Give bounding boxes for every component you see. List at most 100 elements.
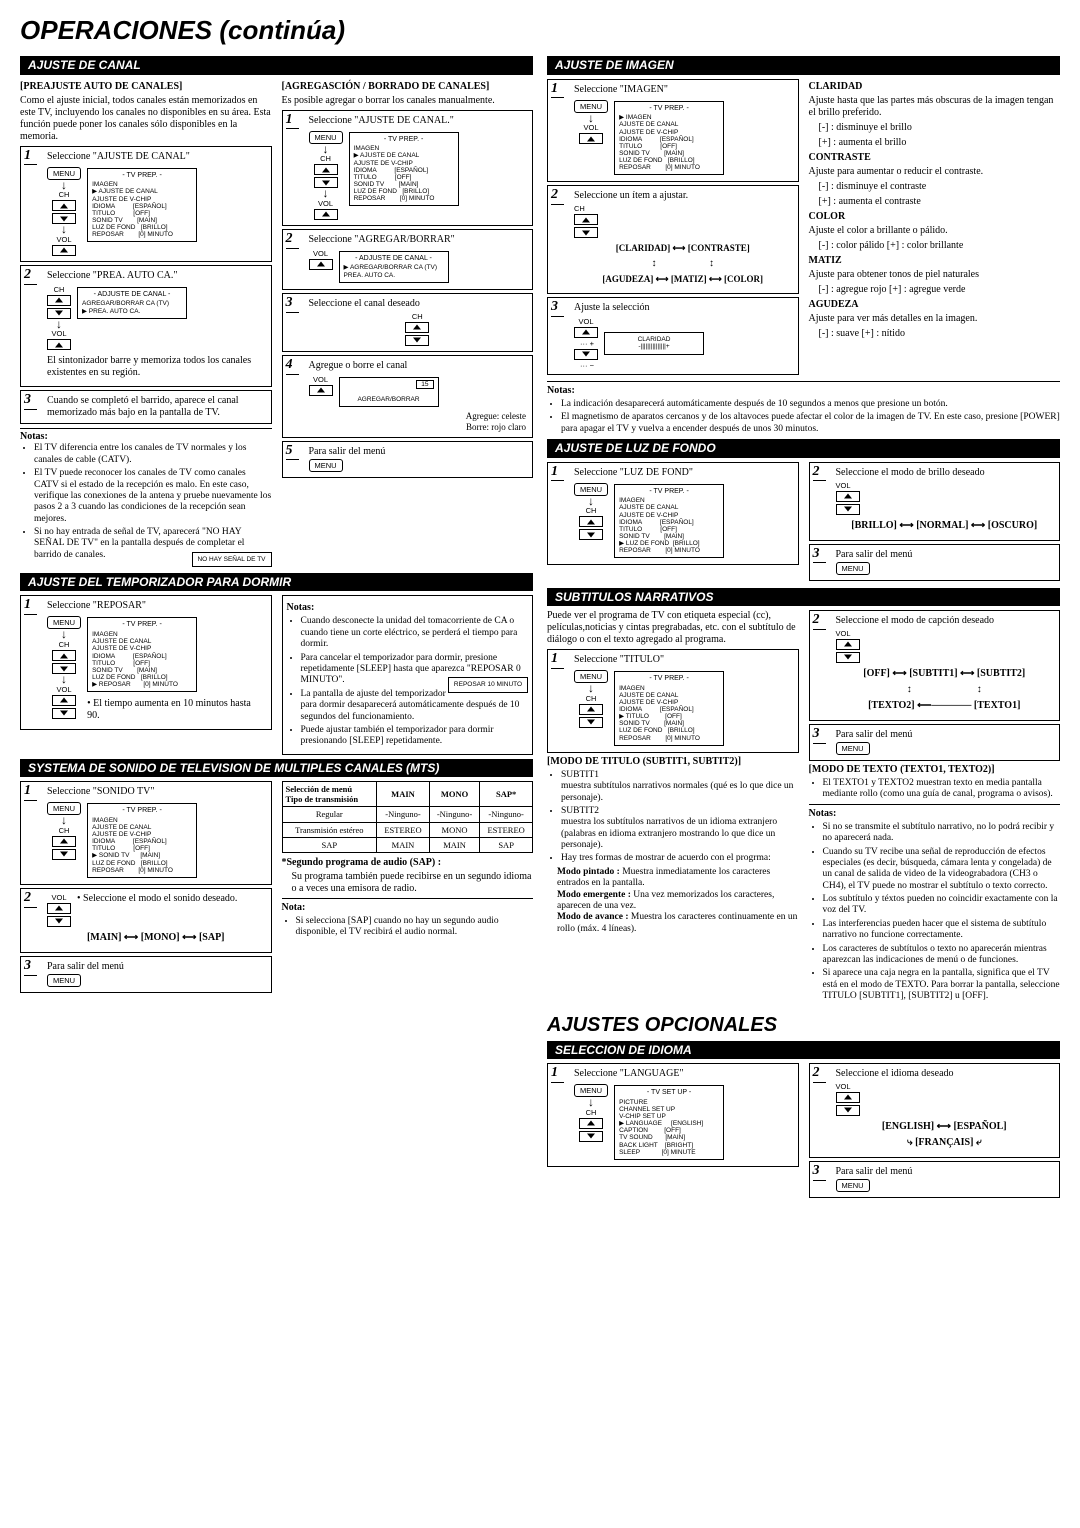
- contraste-h: CONTRASTE: [809, 152, 1061, 164]
- vu-i[interactable]: [579, 133, 603, 144]
- ch-l5: CH: [412, 312, 423, 321]
- sn5: Si aparece una caja negra en la pantalla…: [823, 968, 1061, 1002]
- contraste-t: Ajuste para aumentar o reducir el contra…: [809, 166, 1061, 178]
- img-line1: [CLARIDAD] ⟷ [CONTRASTE]: [574, 243, 792, 254]
- vd-i2[interactable]: [574, 349, 598, 360]
- modo-tit-h: [MODO DE TITULO (SUBTIT1, SUBTIT2)]: [547, 756, 799, 768]
- menu-m-exit[interactable]: MENU: [47, 974, 81, 987]
- bar-imagen: AJUSTE DE IMAGEN: [547, 56, 1060, 74]
- mts-step3: Para salir del menú: [47, 961, 265, 973]
- claridad-bar: CLARIDAD -|||||||||||||||+: [604, 332, 704, 354]
- canal-step2: Seleccione "PREA. AUTO CA.": [47, 270, 265, 282]
- me: Modo emergente :: [557, 890, 631, 900]
- subt-notas-h: Notas:: [809, 808, 1061, 820]
- osd-lang: - TV SET UP - PICTURE CHANNEL SET UP V-C…: [614, 1085, 724, 1160]
- modo-txt-h: [MODO DE TEXTO (TEXTO1, TEXTO2)]: [809, 764, 1061, 776]
- sap-text: Su programa también puede recibirse en u…: [292, 871, 534, 895]
- chd-l[interactable]: [579, 529, 603, 540]
- vol-i2: VOL: [578, 317, 593, 326]
- mts-nota-h: Nota:: [282, 902, 534, 914]
- s1h: SUBTIT1: [561, 770, 599, 780]
- menu-l-exit[interactable]: MENU: [836, 562, 870, 575]
- mts-r3: SAP: [282, 837, 377, 852]
- mts-r2: Transmisión estéreo: [282, 822, 377, 837]
- vu-d[interactable]: [52, 695, 76, 706]
- bar-luz: AJUSTE DE LUZ DE FONDO: [547, 439, 1060, 457]
- ch-down[interactable]: [52, 213, 76, 224]
- s1t: muestra subtítulos narrativos normales (…: [561, 781, 793, 802]
- mts-step1: Seleccione "SONIDO TV": [47, 786, 265, 798]
- chu5[interactable]: [405, 322, 429, 333]
- vu-l[interactable]: [836, 491, 860, 502]
- chu-o[interactable]: [579, 1118, 603, 1129]
- menu-s-exit[interactable]: MENU: [836, 742, 870, 755]
- a-step1: Seleccione "AJUSTE DE CANAL.": [309, 115, 527, 127]
- subt-step3: Para salir del menú: [836, 729, 1054, 741]
- chu-i[interactable]: [574, 214, 598, 225]
- ch-s: CH: [586, 694, 597, 703]
- osd-adjuste-2: - ADJUSTE DE CANAL - ▶ AGREGAR/BORRAR CA…: [339, 251, 449, 283]
- menu-o-exit[interactable]: MENU: [836, 1179, 870, 1192]
- vol-l4: VOL: [313, 249, 328, 258]
- sn1: Cuando su TV recibe una señal de reprodu…: [823, 847, 1061, 893]
- vu4[interactable]: [309, 259, 333, 270]
- subt-nav2: [TEXTO2] ⟵———— [TEXTO1]: [836, 700, 1054, 712]
- subt-intro: Puede ver el programa de TV con etiqueta…: [547, 610, 799, 646]
- mts-table: Selección de menúTipo de transmisión MAI…: [282, 781, 534, 853]
- img-line2: [AGUDEZA] ⟷ [MATIZ] ⟷ [COLOR]: [574, 274, 792, 285]
- chd3[interactable]: [314, 177, 338, 188]
- mts-th-main: MAIN: [377, 782, 430, 807]
- chd-d[interactable]: [52, 663, 76, 674]
- vu3[interactable]: [314, 209, 338, 220]
- chu-d[interactable]: [52, 650, 76, 661]
- a-step2: Seleccione "AGREGAR/BORRAR": [309, 234, 527, 246]
- sn2: Los subtítulo y téxtos pueden no coincid…: [823, 894, 1061, 917]
- vd-d[interactable]: [52, 708, 76, 719]
- ch-up[interactable]: [52, 200, 76, 211]
- menu-btn-exit[interactable]: MENU: [309, 459, 343, 472]
- ch-down2[interactable]: [47, 308, 71, 319]
- opc-nav1: [ENGLISH] ⟷ [ESPAÑOL]: [836, 1121, 1054, 1133]
- img-step3: Ajuste la selección: [574, 302, 792, 314]
- chd-s[interactable]: [579, 717, 603, 728]
- vu-m[interactable]: [47, 903, 71, 914]
- agudeza-m: [-] : suave [+] : nítido: [819, 328, 1061, 340]
- vol-up2[interactable]: [47, 339, 71, 350]
- tres: Hay tres formas de mostrar de acuerdo co…: [561, 853, 799, 864]
- vd-m[interactable]: [47, 916, 71, 927]
- contraste-m: [-] : disminuye el contraste: [819, 181, 1061, 193]
- osd-dormir: - TV PREP. - IMAGEN AJUSTE DE CANAL AJUS…: [87, 617, 197, 692]
- opc-nav2: ⤷ [FRANÇAIS] ⤶: [836, 1137, 1054, 1149]
- mp: Modo pintado :: [557, 867, 620, 877]
- vu-i2[interactable]: [574, 327, 598, 338]
- a-step4: Agregue o borre el canal: [309, 360, 527, 372]
- chu-m[interactable]: [52, 836, 76, 847]
- mts-nav: [MAIN] ⟷ [MONO] ⟷ [SAP]: [47, 932, 265, 944]
- agregar-text: Es posible agregar o borrar los canales …: [282, 95, 534, 107]
- vol-up[interactable]: [52, 245, 76, 256]
- bar-dormir: AJUSTE DEL TEMPORIZADOR PARA DORMIR: [20, 573, 533, 591]
- sn4: Los caracteres de subtítulos o texto no …: [823, 944, 1061, 967]
- chd-i[interactable]: [574, 227, 598, 238]
- agregue-label: Agregue: celeste: [309, 411, 527, 422]
- chd-m[interactable]: [52, 849, 76, 860]
- vu-s[interactable]: [836, 639, 860, 650]
- vol-m: VOL: [51, 893, 66, 902]
- chu-s[interactable]: [579, 704, 603, 715]
- vd-s[interactable]: [836, 652, 860, 663]
- vol-i: VOL: [584, 123, 599, 132]
- vu5[interactable]: [309, 385, 333, 396]
- vd-l[interactable]: [836, 504, 860, 515]
- ch-up2[interactable]: [47, 295, 71, 306]
- mts-step2: • Seleccione el modo el sonido deseado.: [77, 893, 237, 905]
- mts-th-mono: MONO: [429, 782, 479, 807]
- vol-o: VOL: [836, 1082, 851, 1091]
- color-t: Ajuste el color a brillante o pálido.: [809, 225, 1061, 237]
- chd5[interactable]: [405, 335, 429, 346]
- vd-o[interactable]: [836, 1105, 860, 1116]
- vu-o[interactable]: [836, 1092, 860, 1103]
- chd-o[interactable]: [579, 1131, 603, 1142]
- chu-l[interactable]: [579, 516, 603, 527]
- dormir-n2: Para cancelar el temporizador para dormi…: [301, 653, 529, 687]
- chu3[interactable]: [314, 164, 338, 175]
